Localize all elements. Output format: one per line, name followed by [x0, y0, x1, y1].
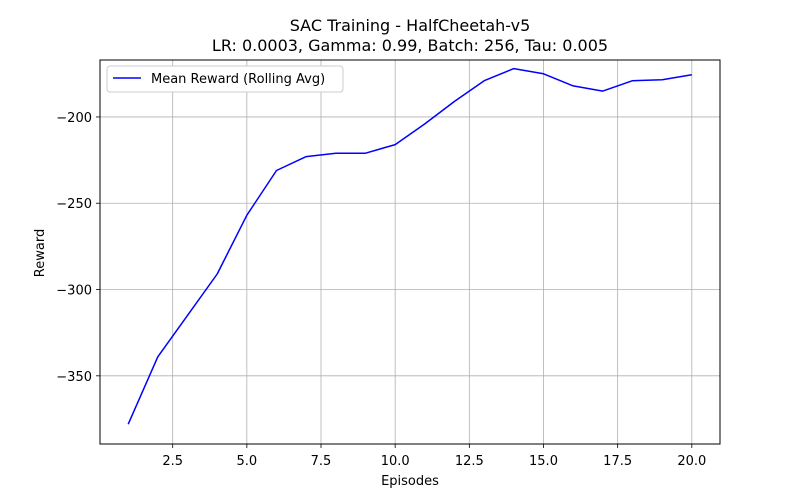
- y-tick-label: −350: [56, 370, 92, 385]
- x-tick-label: 12.5: [455, 454, 484, 469]
- x-axis-label: Episodes: [381, 474, 439, 489]
- chart-subtitle: LR: 0.0003, Gamma: 0.99, Batch: 256, Tau…: [212, 36, 608, 55]
- y-tick-label: −250: [56, 197, 92, 212]
- chart-title: SAC Training - HalfCheetah-v5: [290, 16, 531, 35]
- x-tick-label: 2.5: [162, 454, 183, 469]
- x-tick-label: 7.5: [311, 454, 332, 469]
- x-tick-label: 17.5: [603, 454, 632, 469]
- y-tick-label: −200: [56, 111, 92, 126]
- x-tick-label: 5.0: [236, 454, 257, 469]
- y-axis-label: Reward: [33, 229, 48, 277]
- x-tick-label: 10.0: [381, 454, 410, 469]
- series-line: [127, 67, 692, 425]
- legend-entry: Mean Reward (Rolling Avg): [151, 72, 325, 87]
- legend-box: [106, 65, 344, 93]
- x-tick-label: 20.0: [677, 454, 706, 469]
- plot-frame: [99, 59, 721, 445]
- grid: [100, 60, 720, 444]
- y-tick-label: −300: [56, 284, 92, 299]
- series-layer: [127, 67, 692, 425]
- ticks: 2.5 5.0 7.5 10.0 12.5 15.0 17.5 20.0 −350 −300 −25…: [56, 111, 706, 469]
- x-tick-label: 15.0: [529, 454, 558, 469]
- legend: Mean Reward (Rolling Avg): [106, 65, 344, 93]
